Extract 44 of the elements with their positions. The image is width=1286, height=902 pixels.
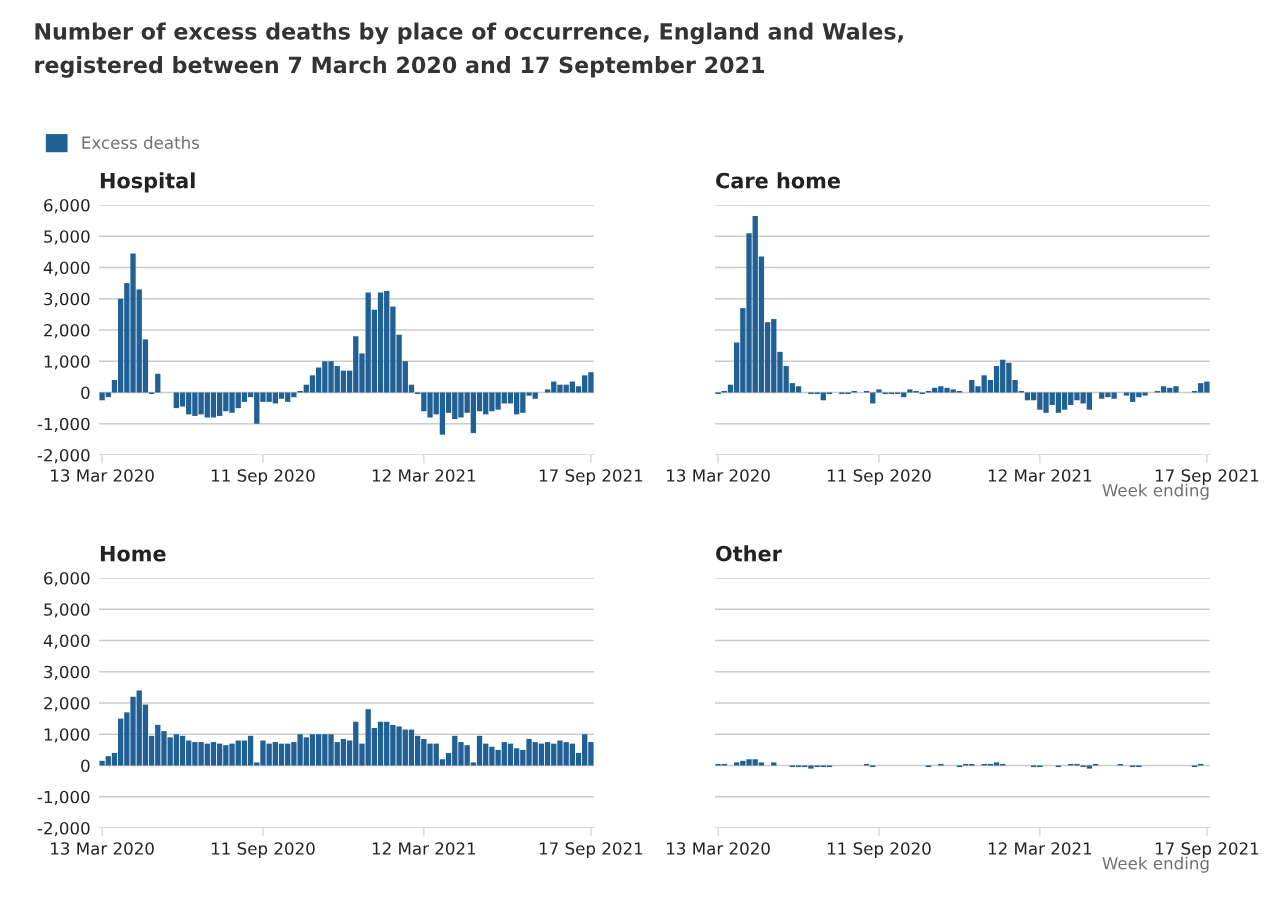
y-tick-label: 1,000 <box>44 728 90 743</box>
bar <box>876 389 882 393</box>
x-tick-label: 13 Mar 2020 <box>51 842 154 855</box>
x-tick-label: 12 Mar 2021 <box>988 842 1092 855</box>
y-tick-label: -1,000 <box>37 417 90 433</box>
x-tick-label: 17 Sep 2021 <box>539 469 643 486</box>
x-axis-title: Week ending <box>1102 856 1209 873</box>
x-tick-label: 12 Mar 2021 <box>988 469 1092 482</box>
y-tick-label: 4,000 <box>43 634 90 649</box>
x-tick-label: 12 Mar 2021 <box>372 469 476 482</box>
chart-subtitle: Hospital <box>100 172 195 193</box>
chart-subtitle: Home <box>100 545 166 562</box>
y-tick-label: 5,000 <box>44 230 90 245</box>
x-tick-label: 13 Mar 2020 <box>51 469 154 482</box>
y-tick-label: 1,000 <box>44 355 90 370</box>
y-tick-label: 0 <box>81 386 90 400</box>
legend-label: Excess deaths <box>82 136 200 149</box>
x-tick-label: 17 Sep 2021 <box>1155 842 1259 859</box>
y-tick-label: 6,000 <box>44 571 90 587</box>
x-tick-label: 11 Sep 2020 <box>211 842 315 859</box>
y-tick-label: -1,000 <box>37 790 90 806</box>
x-axis-title: Week ending <box>1102 483 1209 500</box>
x-tick-label: 17 Sep 2021 <box>539 842 643 859</box>
y-tick-label: -2,000 <box>37 821 90 837</box>
y-tick-label: 6,000 <box>44 198 90 214</box>
x-tick-label: 13 Mar 2020 <box>667 469 770 482</box>
x-tick-label: 13 Mar 2020 <box>667 842 770 855</box>
y-tick-label: 2,000 <box>44 323 90 339</box>
chart-subtitle: Other <box>716 545 782 562</box>
x-tick-label: 17 Sep 2021 <box>1155 469 1259 486</box>
y-tick-label: 4,000 <box>43 261 90 276</box>
x-tick-label: 11 Sep 2020 <box>827 842 931 859</box>
y-tick-label: 0 <box>81 759 90 773</box>
y-tick-label: 5,000 <box>44 603 90 618</box>
bar <box>155 373 161 393</box>
x-tick-label: 11 Sep 2020 <box>827 469 931 486</box>
chart-subtitle: Care home <box>716 172 840 189</box>
y-tick-label: 3,000 <box>44 292 90 308</box>
y-tick-label: -2,000 <box>37 448 90 464</box>
x-tick-label: 11 Sep 2020 <box>211 469 315 486</box>
y-tick-label: 2,000 <box>44 696 90 712</box>
y-tick-label: 3,000 <box>44 665 90 681</box>
x-tick-label: 12 Mar 2021 <box>372 842 476 855</box>
chart-title: Number of excess deaths by place of occurrence, England and Wales, registered between 7 March 2020 and 17 September 2021 <box>35 22 903 78</box>
